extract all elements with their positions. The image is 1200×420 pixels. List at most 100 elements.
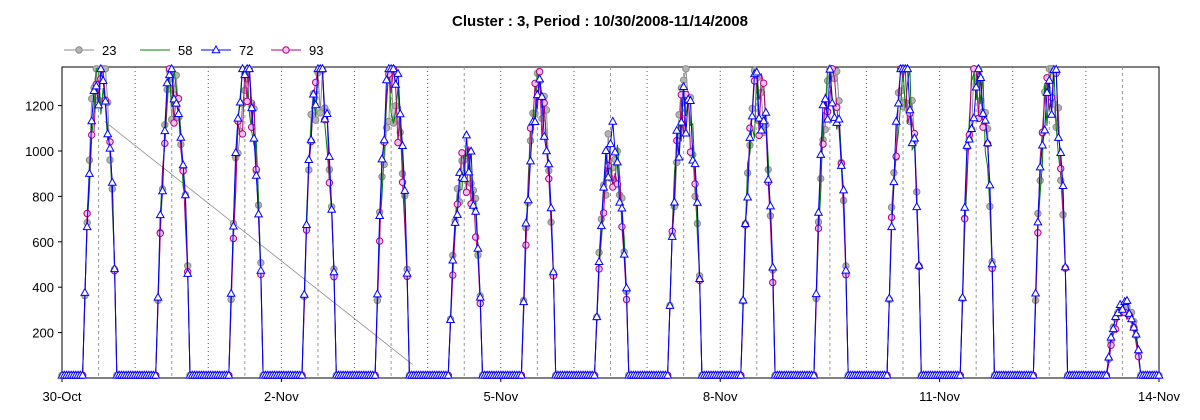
legend-label: 93 (309, 43, 323, 58)
data-point (905, 104, 915, 114)
data-point (322, 108, 332, 117)
data-point (957, 292, 968, 301)
data-point (155, 209, 165, 219)
data-point (521, 218, 531, 227)
data-point (912, 201, 922, 211)
data-point (162, 77, 172, 87)
data-point (980, 115, 990, 124)
data-point (311, 99, 321, 109)
data-point (1056, 147, 1066, 156)
data-point (445, 314, 456, 324)
data-point (759, 79, 768, 87)
data-point (1126, 313, 1137, 323)
data-point (307, 110, 315, 119)
data-point (98, 75, 108, 84)
data-point (604, 130, 612, 138)
data-point (618, 223, 626, 231)
data-point (1053, 132, 1064, 141)
data-point (311, 78, 320, 87)
data-point (955, 370, 965, 379)
data-point (243, 97, 251, 106)
data-point (523, 194, 533, 204)
data-point (838, 185, 849, 194)
data-point (982, 137, 993, 147)
data-point (891, 116, 901, 125)
data-point (907, 137, 917, 147)
data-point (106, 156, 114, 164)
data-point (1051, 64, 1061, 73)
data-point (978, 108, 988, 117)
x-tick-label: 5-Nov (483, 389, 518, 404)
data-point (621, 282, 632, 292)
data-point (311, 116, 320, 124)
y-tick-label: 1200 (25, 99, 54, 114)
data-point (301, 219, 312, 229)
data-point (377, 153, 387, 163)
data-point (253, 209, 264, 218)
data-point (395, 108, 405, 118)
data-point (1129, 322, 1139, 331)
data-point (1106, 332, 1116, 341)
data-point (103, 128, 113, 138)
data-point (827, 98, 837, 107)
data-point (247, 123, 256, 131)
data-point (973, 63, 984, 73)
data-point (1058, 180, 1068, 190)
data-point (325, 179, 334, 187)
data-point (251, 170, 261, 179)
data-point (329, 266, 339, 276)
data-point (969, 112, 979, 122)
data-point (667, 231, 677, 240)
data-point (617, 203, 627, 212)
series-72 (57, 63, 1164, 379)
data-point (228, 221, 239, 230)
data-point (548, 266, 559, 276)
data-point (1131, 329, 1141, 338)
data-point (370, 370, 380, 379)
data-point (1035, 162, 1045, 171)
data-point (1108, 323, 1118, 333)
data-point (235, 97, 245, 106)
data-point (694, 273, 705, 283)
data-point (240, 69, 250, 78)
data-point (669, 197, 680, 206)
data-point (964, 134, 974, 143)
data-point (1060, 261, 1070, 271)
legend-label: 23 (102, 43, 116, 58)
data-point (678, 81, 689, 91)
data-point (82, 221, 92, 231)
data-point (1122, 295, 1132, 304)
data-point (93, 100, 104, 109)
data-point (672, 125, 682, 134)
data-point (171, 98, 181, 107)
data-point (816, 149, 826, 158)
data-point (662, 370, 673, 379)
data-point (914, 260, 924, 269)
data-point (100, 96, 111, 105)
data-point (238, 130, 247, 138)
data-point (464, 166, 474, 176)
data-point (745, 132, 755, 141)
data-point (902, 63, 913, 73)
data-point (603, 172, 613, 181)
data-point (320, 114, 330, 123)
data-point (691, 180, 699, 188)
data-point (1133, 344, 1144, 354)
data-point (249, 133, 259, 142)
data-point (740, 218, 750, 227)
data-point (604, 161, 612, 170)
legend-label: 58 (178, 43, 192, 58)
data-point (388, 63, 399, 73)
data-point (379, 134, 389, 144)
data-point (619, 249, 629, 258)
data-point (754, 113, 764, 122)
data-point (1057, 164, 1065, 173)
data-point (811, 288, 821, 298)
y-tick-label: 200 (32, 326, 54, 341)
data-point (89, 85, 99, 95)
x-tick-label: 2-Nov (264, 389, 299, 404)
data-point (375, 237, 384, 245)
data-point (825, 64, 835, 73)
data-point (233, 113, 243, 122)
data-point (539, 131, 549, 140)
